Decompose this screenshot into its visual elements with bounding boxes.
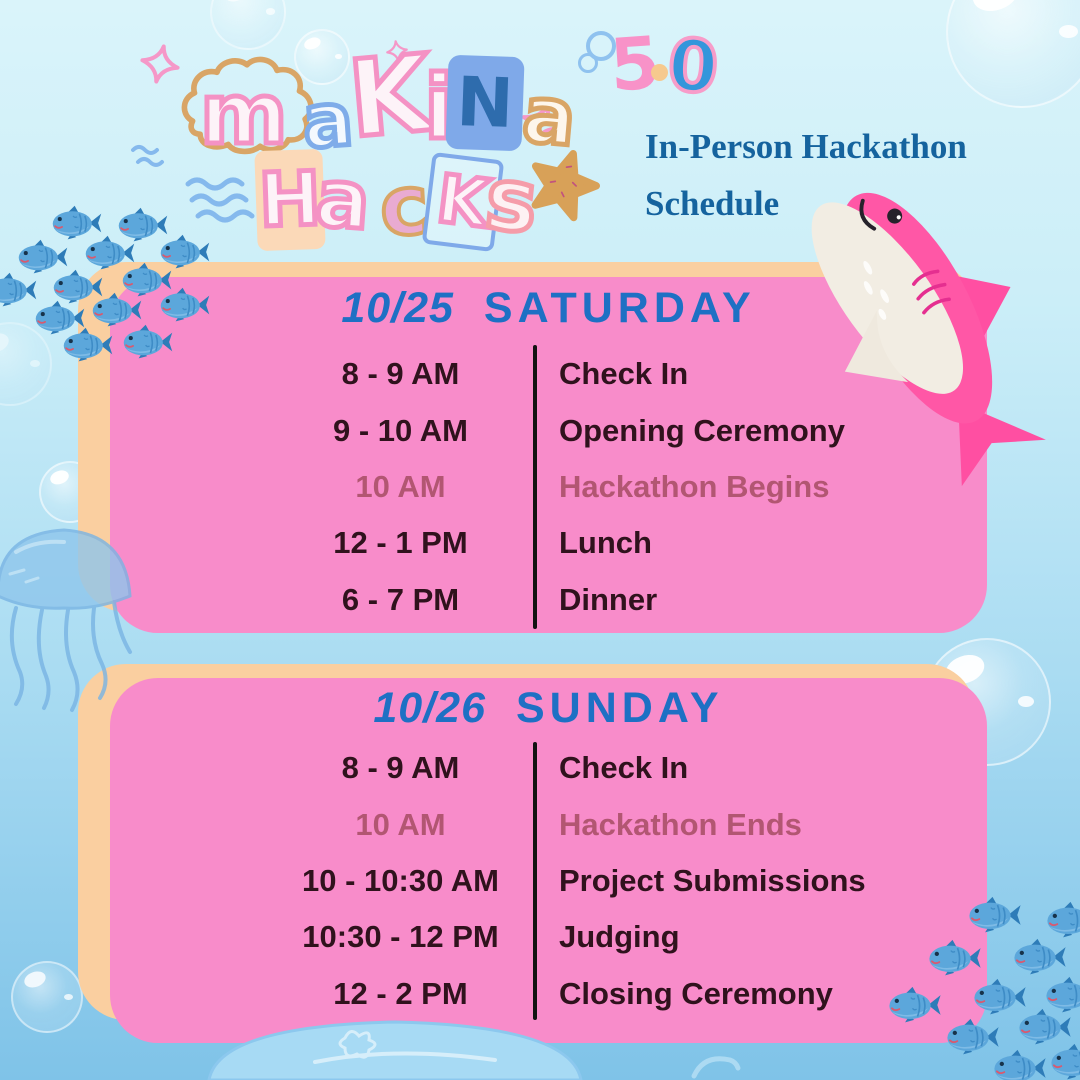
schedule-row: 6 - 7 PM Dinner bbox=[110, 572, 987, 628]
wave-squiggle-icon bbox=[131, 145, 164, 167]
time-cell: 10 AM bbox=[355, 469, 446, 505]
time-cell: 10 AM bbox=[355, 806, 446, 842]
time-cell: 8 - 9 AM bbox=[341, 356, 460, 392]
logo-letter: m bbox=[198, 65, 291, 163]
divider-line bbox=[533, 345, 537, 629]
poster-title-line1: In-Person Hackathon bbox=[645, 127, 967, 166]
fish-icon bbox=[122, 324, 174, 360]
jellyfish-icon bbox=[0, 528, 132, 712]
schedule-rows-saturday: 8 - 9 AM Check In 9 - 10 AM Opening Cere… bbox=[110, 346, 987, 628]
schedule-row-highlight: 10 AM Hackathon Begins bbox=[110, 459, 987, 515]
event-cell: Closing Ceremony bbox=[559, 975, 833, 1011]
circle-doodle-icon bbox=[578, 53, 598, 73]
fish-icon bbox=[159, 287, 211, 323]
schedule-row: 8 - 9 AM Check In bbox=[110, 346, 987, 402]
day-date: 10/26 bbox=[373, 684, 486, 732]
cloud-doodle-icon bbox=[181, 56, 314, 155]
schedule-rows-sunday: 8 - 9 AM Check In 10 AM Hackathon Ends 1… bbox=[110, 740, 987, 1022]
logo-letter: N bbox=[455, 62, 515, 144]
schedule-row-highlight: 10 AM Hackathon Ends bbox=[110, 796, 987, 852]
bubble-icon bbox=[210, 0, 286, 50]
fish-icon bbox=[967, 896, 1023, 934]
circle-doodle-icon bbox=[586, 31, 616, 61]
logo-letter: a bbox=[310, 149, 375, 251]
day-header-saturday: 10/25 SATURDAY bbox=[110, 284, 987, 333]
time-cell: 10 - 10:30 AM bbox=[302, 863, 499, 899]
fish-icon bbox=[992, 1049, 1048, 1080]
time-cell: 12 - 2 PM bbox=[333, 975, 468, 1011]
bubble-icon bbox=[11, 961, 83, 1033]
schedule-row: 10:30 - 12 PM Judging bbox=[110, 909, 987, 965]
event-cell: Judging bbox=[559, 919, 680, 955]
time-cell: 8 - 9 AM bbox=[341, 750, 460, 786]
version-number-zero: 0 bbox=[663, 20, 723, 111]
day-name: SATURDAY bbox=[483, 284, 756, 332]
event-cell: Lunch bbox=[559, 525, 652, 561]
day-name: SUNDAY bbox=[515, 684, 724, 732]
time-cell: 10:30 - 12 PM bbox=[302, 919, 499, 955]
schedule-row: 10 - 10:30 AM Project Submissions bbox=[110, 853, 987, 909]
schedule-row: 9 - 10 AM Opening Ceremony bbox=[110, 402, 987, 458]
bubble-icon bbox=[946, 0, 1080, 108]
day-date: 10/25 bbox=[341, 284, 454, 332]
logo-letter: K bbox=[341, 29, 439, 164]
starfish-icon bbox=[531, 149, 601, 222]
divider-line bbox=[533, 742, 537, 1020]
wave-squiggle-icon bbox=[185, 177, 255, 223]
fish-icon bbox=[0, 272, 38, 308]
time-cell: 6 - 7 PM bbox=[341, 581, 460, 617]
fish-icon bbox=[91, 292, 143, 328]
time-cell: 12 - 1 PM bbox=[333, 525, 468, 561]
fish-icon bbox=[1012, 938, 1068, 976]
schedule-row: 12 - 1 PM Lunch bbox=[110, 515, 987, 571]
fish-icon bbox=[1017, 1008, 1073, 1046]
fish-icon bbox=[927, 939, 983, 977]
event-cell: Opening Ceremony bbox=[559, 412, 845, 448]
jellyfish-icon bbox=[207, 1020, 583, 1080]
schedule-card-saturday bbox=[110, 277, 987, 633]
bubble-icon bbox=[294, 29, 350, 85]
schedule-row: 12 - 2 PM Closing Ceremony bbox=[110, 966, 987, 1022]
schedule-row: 8 - 9 AM Check In bbox=[110, 740, 987, 796]
fish-icon bbox=[1045, 901, 1080, 939]
jellyfish-icon bbox=[691, 1056, 741, 1079]
poster-title: In-Person Hackathon Schedule bbox=[645, 118, 967, 232]
event-cell: Check In bbox=[559, 356, 689, 392]
poster-title-line2: Schedule bbox=[645, 184, 780, 223]
time-cell: 9 - 10 AM bbox=[333, 412, 468, 448]
event-cell: Hackathon Ends bbox=[559, 806, 802, 842]
event-cell: Project Submissions bbox=[559, 863, 866, 899]
logo-letter-sticker: N bbox=[445, 54, 525, 152]
event-cell: Dinner bbox=[559, 581, 658, 617]
shark-icon bbox=[811, 192, 1046, 487]
logo-letter: H bbox=[255, 153, 325, 246]
fish-icon bbox=[887, 986, 943, 1024]
event-cell: Hackathon Begins bbox=[559, 469, 830, 505]
logo-letter: a bbox=[298, 74, 359, 168]
schedule-card-sunday bbox=[110, 678, 987, 1043]
fish-icon bbox=[1049, 1043, 1080, 1080]
day-header-sunday: 10/26 SUNDAY bbox=[110, 684, 987, 733]
version-dot bbox=[651, 64, 668, 81]
event-cell: Check In bbox=[559, 750, 689, 786]
fish-icon bbox=[62, 327, 114, 363]
